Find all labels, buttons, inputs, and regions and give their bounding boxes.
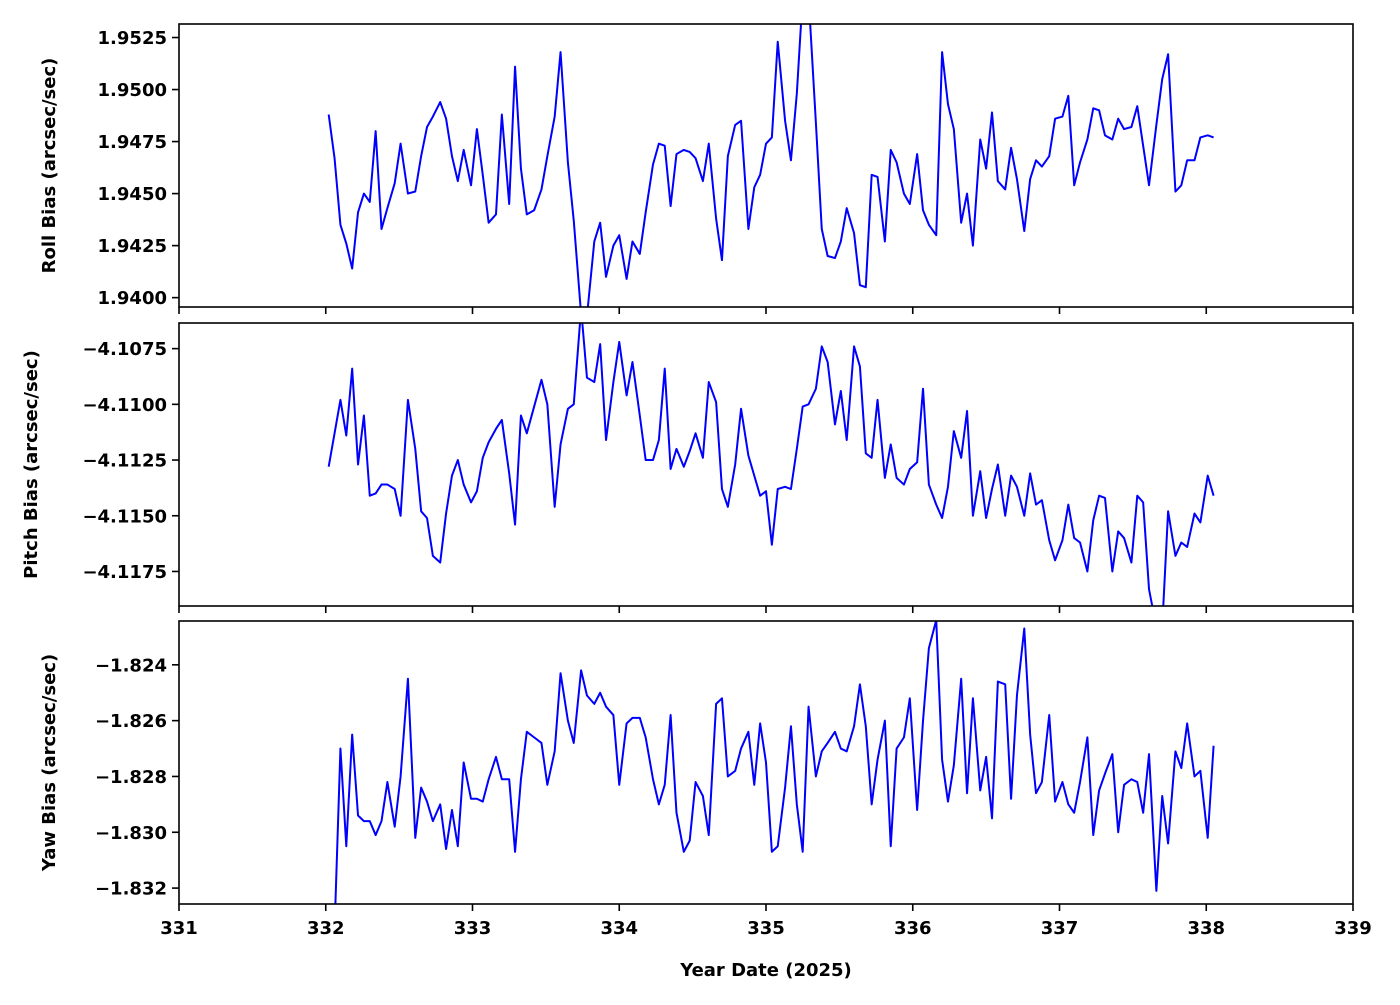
x-tick-label: 339 [1334,918,1372,939]
yaw-y-tick-label: −1.830 [95,823,167,844]
yaw-bias-series-line [334,621,1215,904]
yaw-y-tick-label: −1.824 [95,655,167,676]
x-tick-label: 335 [747,918,785,939]
x-tick-label: 332 [307,918,345,939]
roll-y-tick-label: 1.9450 [98,184,167,205]
roll-y-tick-label: 1.9400 [98,288,167,309]
roll-bias-series-line [327,24,1214,307]
x-tick-label: 331 [160,918,198,939]
x-tick-label: 336 [894,918,932,939]
roll-y-tick-label: 1.9500 [98,80,167,101]
yaw-bias-panel: −1.832 −1.830 −1.828 −1.826 −1.824 Yaw Bias (… [39,620,1372,939]
pitch-y-tick-label: −4.1125 [82,451,167,472]
x-tick-label: 337 [1041,918,1079,939]
roll-bias-panel: 1.9400 1.9425 1.9450 1.9475 1.9500 1.9525 Roll… [39,23,1354,314]
pitch-bias-panel: −4.1175 −4.1150 −4.1125 −4.1100 −4.1075 Pitch… [21,322,1354,613]
yaw-y-axis-title: Yaw Bias (arcsec/sec) [39,654,60,872]
x-axis-title: Year Date (2025) [679,960,852,981]
pitch-y-tick-label: −4.1100 [82,395,167,416]
pitch-y-axis-title: Pitch Bias (arcsec/sec) [21,350,42,579]
roll-y-tick-label: 1.9475 [98,132,167,153]
roll-y-tick-label: 1.9425 [98,236,167,257]
roll-y-axis-title: Roll Bias (arcsec/sec) [39,58,60,274]
yaw-y-tick-label: −1.832 [95,879,167,900]
x-tick-label: 333 [454,918,492,939]
roll-y-tick-label: 1.9525 [98,28,167,49]
pitch-y-tick-label: −4.1150 [82,506,167,527]
yaw-y-tick-label: −1.826 [95,711,167,732]
yaw-y-tick-label: −1.828 [95,767,167,788]
x-tick-label: 334 [600,918,638,939]
x-tick-label: 338 [1187,918,1225,939]
pitch-plot-frame [178,322,1354,607]
pitch-y-tick-label: −4.1175 [82,562,167,583]
roll-plot-frame [178,23,1354,308]
pitch-y-tick-label: −4.1075 [82,339,167,360]
pitch-bias-series-line [327,323,1215,606]
